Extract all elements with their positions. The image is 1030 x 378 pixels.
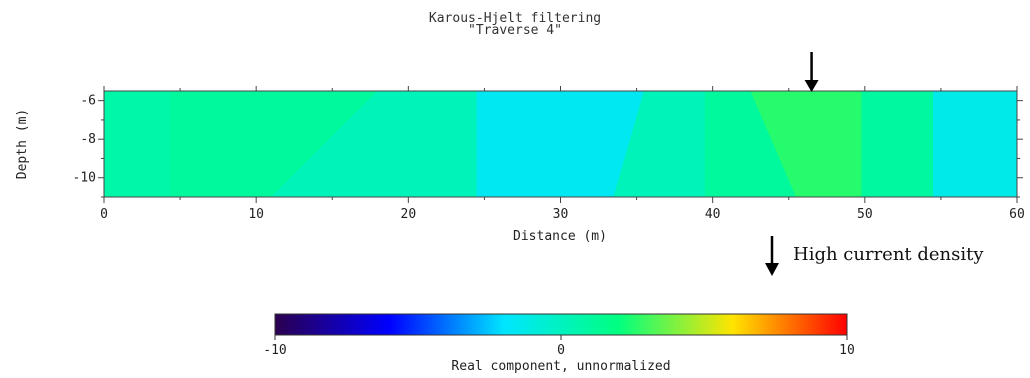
x-tick-label: 40 (705, 207, 721, 222)
colorbar-tick-label: 0 (557, 343, 565, 358)
x-axis-label: Distance (m) (513, 229, 607, 244)
heatmap-region-9 (933, 90, 1018, 198)
x-axis: 0 10 20 30 40 50 60 (100, 86, 1025, 222)
x-tick-label: 50 (857, 207, 873, 222)
colorbar-ticks: -10 0 10 (263, 335, 855, 358)
x-tick-label: 20 (401, 207, 417, 222)
x-tick-label: 60 (1009, 207, 1025, 222)
y-tick-label: -8 (80, 132, 96, 147)
y-axis: -6 -8 -10 (73, 94, 1023, 198)
x-tick-label: 30 (553, 207, 569, 222)
x-tick-label: 10 (248, 207, 264, 222)
heatmap-region-1 (103, 90, 172, 198)
arrow-down-icon (804, 52, 819, 92)
chart-subtitle: "Traverse 4" (468, 23, 562, 38)
arrow-down-icon (765, 236, 779, 276)
y-axis-label: Depth (m) (15, 109, 30, 179)
y-tick-label: -10 (73, 171, 96, 186)
colorbar-tick-label: -10 (263, 343, 286, 358)
y-tick-label: -6 (80, 94, 96, 109)
heatmap-regions (103, 90, 1018, 198)
colorbar-tick-label: 10 (839, 343, 855, 358)
heatmap-region-8 (861, 90, 934, 198)
colorbar-label: Real component, unnormalized (451, 359, 670, 374)
chart-title: Karous-Hjelt filtering (428, 11, 602, 26)
colorbar (274, 313, 848, 336)
x-tick-label: 0 (100, 207, 108, 222)
annotation-high-current-density: High current density (793, 244, 984, 265)
